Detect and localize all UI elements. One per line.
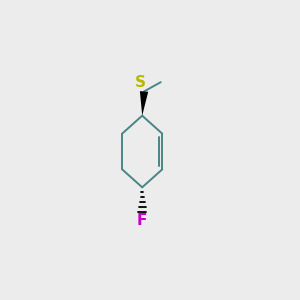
- Text: F: F: [137, 213, 147, 228]
- Polygon shape: [140, 91, 148, 116]
- Text: S: S: [134, 75, 146, 90]
